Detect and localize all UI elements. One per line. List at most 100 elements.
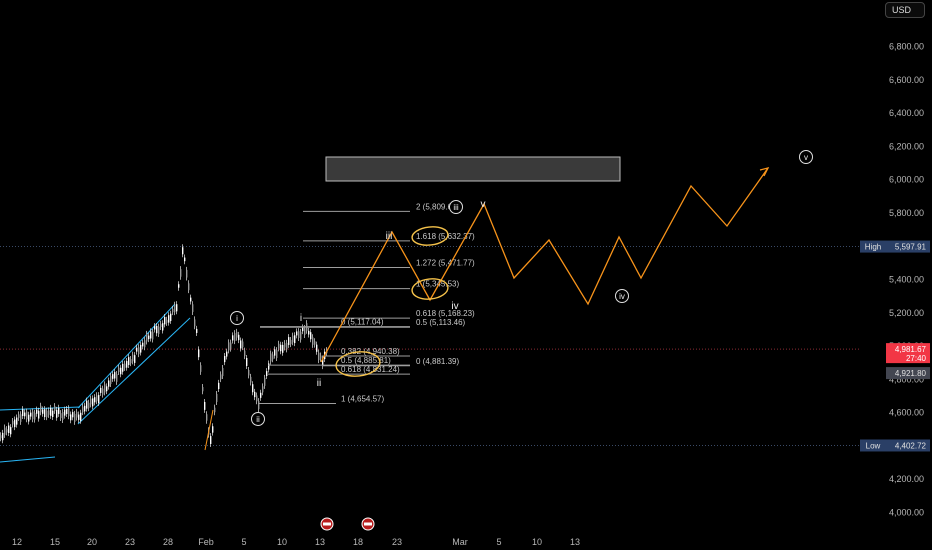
wave-label: i bbox=[300, 313, 302, 324]
candle-body bbox=[214, 407, 216, 413]
candle-body bbox=[10, 427, 12, 435]
candle-body bbox=[46, 410, 48, 418]
candle-body bbox=[198, 349, 200, 358]
candle-body bbox=[120, 367, 122, 375]
candle-body bbox=[176, 304, 178, 312]
low-tag-value: 4,402.72 bbox=[895, 441, 927, 450]
time-tick-label: Mar bbox=[452, 537, 468, 547]
candle-body bbox=[100, 387, 102, 393]
wave-label: iii bbox=[386, 231, 393, 242]
time-tick-label: 15 bbox=[50, 537, 60, 547]
candle-body bbox=[154, 326, 156, 330]
candle-body bbox=[322, 358, 324, 367]
candle-body bbox=[228, 342, 230, 351]
candle-body bbox=[24, 412, 26, 417]
candle-body bbox=[112, 374, 114, 379]
other-price-tag-bg bbox=[886, 367, 930, 380]
price-tick-label: 5,200.00 bbox=[889, 308, 924, 318]
candle-body bbox=[52, 410, 54, 417]
fib-label: 0.5 (4,885.81) bbox=[341, 356, 391, 365]
target-zone bbox=[325, 156, 621, 182]
candles bbox=[0, 244, 328, 447]
candle-body bbox=[162, 323, 164, 331]
candle-body bbox=[40, 405, 42, 413]
candle-body bbox=[186, 269, 188, 278]
candle-body bbox=[192, 304, 194, 312]
time-axis[interactable]: 12 15 20 23 28 Feb 5 10 13 18 23 Mar 5 10 13 bbox=[12, 537, 580, 547]
wave-label: iv bbox=[619, 292, 625, 301]
candle-body bbox=[66, 408, 68, 415]
candle-body bbox=[104, 384, 106, 393]
price-tick-label: 4,800.00 bbox=[889, 374, 924, 384]
candle-body bbox=[180, 269, 182, 277]
candle-body bbox=[160, 323, 162, 327]
candle-body bbox=[78, 414, 80, 420]
wave-label-circle bbox=[230, 311, 244, 325]
candle-body bbox=[18, 414, 20, 418]
candle-body bbox=[34, 412, 36, 420]
time-tick-label: 18 bbox=[353, 537, 363, 547]
wave-label-circle bbox=[449, 200, 463, 214]
candle-body bbox=[64, 409, 66, 416]
candle-body bbox=[26, 411, 28, 420]
candle-body bbox=[6, 429, 8, 433]
time-tick-label: 28 bbox=[163, 537, 173, 547]
candle-body bbox=[232, 335, 234, 341]
low-tag-value-bg bbox=[886, 439, 930, 452]
time-tick-label: 13 bbox=[315, 537, 325, 547]
fib-label: 0.618 (4,831.24) bbox=[341, 365, 400, 374]
candle-body bbox=[298, 331, 300, 338]
candle-body bbox=[300, 331, 302, 340]
wave-label-circle bbox=[799, 150, 813, 164]
candle-body bbox=[36, 409, 38, 414]
fib-label: 0 (4,881.39) bbox=[416, 357, 459, 366]
candle-body bbox=[284, 343, 286, 348]
currency-selector[interactable]: USD bbox=[885, 2, 925, 18]
us-flag-stripe bbox=[323, 522, 331, 526]
candle-body bbox=[316, 344, 318, 352]
projection-path bbox=[320, 167, 769, 363]
highlight-circles bbox=[335, 226, 449, 377]
candle-body bbox=[72, 412, 74, 418]
candle-body bbox=[258, 401, 260, 410]
wave-label: i bbox=[236, 314, 238, 323]
price-tick-label: 4,600.00 bbox=[889, 408, 924, 418]
time-tick-label: 23 bbox=[125, 537, 135, 547]
candle-body bbox=[136, 347, 138, 352]
candle-body bbox=[262, 386, 264, 393]
fib-label: 0.618 (5,168.23) bbox=[416, 309, 475, 318]
candle-body bbox=[216, 394, 218, 402]
candle-body bbox=[0, 435, 2, 439]
other-price-value: 4,921.80 bbox=[895, 369, 927, 378]
wave-label: ii bbox=[256, 415, 260, 424]
candle-body bbox=[170, 313, 172, 321]
candle-body bbox=[88, 402, 90, 409]
candle-body bbox=[2, 432, 4, 441]
candle-body bbox=[308, 330, 310, 335]
time-tick-label: 12 bbox=[12, 537, 22, 547]
candle-body bbox=[184, 257, 186, 262]
candle-body bbox=[202, 387, 204, 392]
price-tick-label: 5,400.00 bbox=[889, 275, 924, 285]
candle-body bbox=[190, 297, 192, 302]
current-price-timer: 27:40 bbox=[906, 354, 927, 363]
candle-body bbox=[106, 386, 108, 392]
event-markers[interactable] bbox=[320, 517, 375, 531]
candle-body bbox=[102, 388, 104, 395]
projection-arrowhead bbox=[759, 167, 770, 177]
time-tick-label: 23 bbox=[392, 537, 402, 547]
time-tick-label: 20 bbox=[87, 537, 97, 547]
candle-body bbox=[132, 354, 134, 362]
low-tag-label: Low bbox=[866, 441, 881, 450]
candle-body bbox=[54, 406, 56, 411]
candle-body bbox=[96, 395, 98, 402]
candle-body bbox=[32, 411, 34, 420]
us-flag-stripe bbox=[364, 522, 372, 526]
candle-body bbox=[98, 395, 100, 404]
candle-body bbox=[128, 357, 130, 365]
candle-body bbox=[80, 412, 82, 421]
candle-body bbox=[38, 410, 40, 419]
candle-body bbox=[188, 283, 190, 291]
